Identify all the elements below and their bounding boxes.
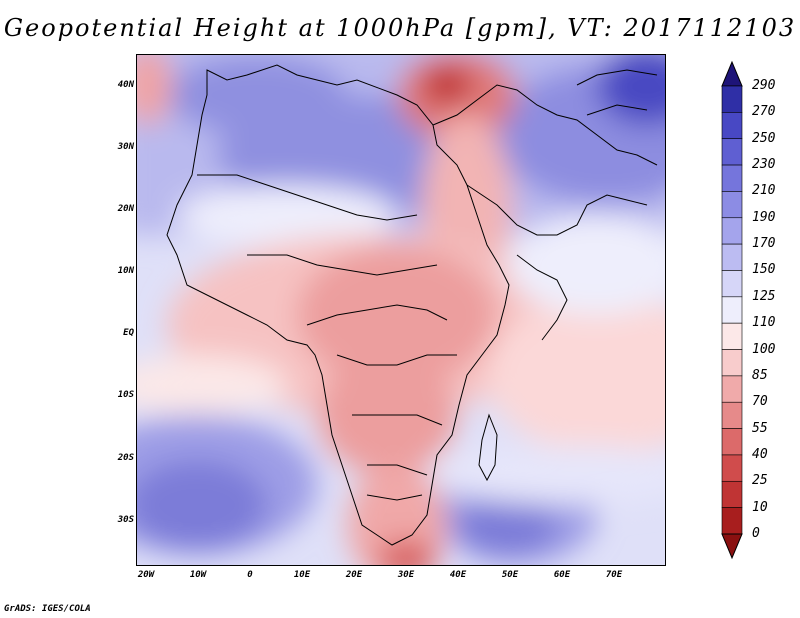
colorbar-level-label: 150 — [752, 262, 776, 278]
colorbar-level-label: 55 — [752, 420, 768, 436]
colorbar-level-label: 170 — [752, 236, 776, 252]
colorbar-level-label: 210 — [752, 183, 776, 199]
map-plot-area — [136, 54, 666, 566]
colorbar-cell — [721, 164, 743, 192]
colorbar-cell — [721, 401, 743, 429]
y-tick-label: 40N — [117, 80, 134, 90]
y-tick-label: 30N — [117, 142, 134, 152]
colorbar-cell — [721, 322, 743, 350]
colorbar-cell — [721, 112, 743, 140]
colorbar-level-label: 10 — [752, 499, 768, 515]
y-tick-label: 30S — [117, 515, 134, 525]
colorbar-cell — [721, 454, 743, 482]
y-tick-label: 20S — [117, 453, 134, 463]
colorbar-level-label: 70 — [752, 394, 768, 410]
colorbar-cell — [721, 480, 743, 508]
y-tick-label: EQ — [123, 328, 134, 338]
x-tick-label: 70E — [605, 570, 623, 580]
x-tick-label: 20E — [345, 570, 363, 580]
y-tick-label: 10N — [117, 266, 134, 276]
shaded-contours — [137, 55, 665, 565]
colorbar-top-arrow — [721, 60, 743, 87]
colorbar-cell — [721, 507, 743, 535]
colorbar-cell — [721, 296, 743, 324]
geopotential-field — [137, 55, 665, 565]
colorbar-cell — [721, 428, 743, 456]
colorbar-level-label: 270 — [752, 104, 776, 120]
colorbar-cell — [721, 217, 743, 245]
x-tick-label: 10W — [189, 570, 207, 580]
x-tick-label: 10E — [293, 570, 311, 580]
colorbar-cell — [721, 375, 743, 403]
colorbar-cell — [721, 85, 743, 113]
x-tick-label: 30E — [397, 570, 415, 580]
colorbar-level-label: 0 — [752, 526, 760, 541]
x-tick-label: 50E — [501, 570, 519, 580]
colorbar — [721, 60, 743, 560]
colorbar-cell — [721, 349, 743, 377]
colorbar-cell — [721, 191, 743, 219]
y-tick-label: 10S — [117, 390, 134, 400]
x-tick-label: 60E — [553, 570, 571, 580]
grads-credit: GrADS: IGES/COLA — [4, 604, 91, 614]
colorbar-level-label: 40 — [752, 446, 768, 462]
x-tick-label: 20W — [137, 570, 155, 580]
colorbar-level-label: 290 — [752, 78, 776, 93]
colorbar-level-label: 100 — [752, 341, 776, 357]
colorbar-cell — [721, 138, 743, 166]
colorbar-level-label: 110 — [752, 315, 776, 331]
x-tick-label: 0 — [247, 570, 253, 580]
colorbar-level-label: 125 — [752, 288, 776, 304]
y-tick-label: 20N — [117, 204, 134, 214]
colorbar-level-label: 85 — [752, 367, 768, 383]
map-title: Geopotential Height at 1000hPa [gpm], VT… — [3, 14, 797, 42]
x-tick-label: 40E — [449, 570, 467, 580]
colorbar-level-label: 230 — [752, 157, 776, 173]
coastline-borders — [166, 64, 658, 546]
colorbar-cell — [721, 270, 743, 298]
colorbar-cell — [721, 243, 743, 271]
colorbar-level-label: 190 — [752, 209, 776, 225]
colorbar-bottom-arrow — [721, 533, 743, 560]
colorbar-level-label: 25 — [752, 473, 768, 489]
colorbar-level-label: 250 — [752, 130, 776, 146]
